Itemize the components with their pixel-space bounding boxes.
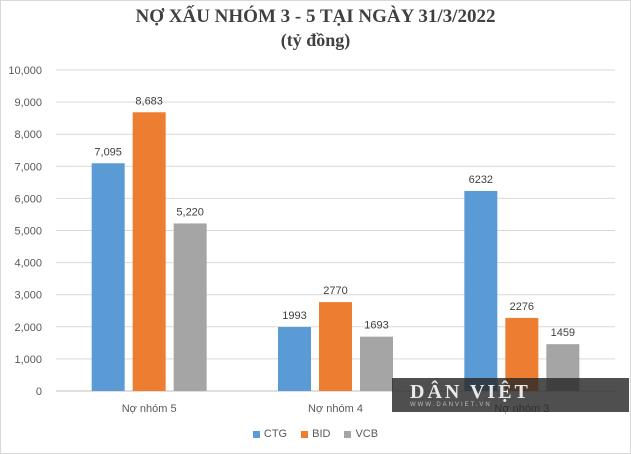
- legend: CTG BID VCB: [0, 428, 631, 440]
- y-tick-label: 0: [36, 386, 42, 398]
- y-tick-label: 3,000: [14, 290, 42, 302]
- y-tick-label: 5,000: [14, 226, 42, 238]
- y-tick-label: 7,000: [14, 161, 42, 173]
- watermark-subtext: WWW.DANVIET.VN: [410, 402, 492, 408]
- data-labels: 7,095 8,683 5,220 1993 2770 1693 6232 2276 1459: [94, 95, 575, 339]
- bar-vcb-2: [360, 336, 393, 391]
- data-label: 1459: [551, 327, 575, 339]
- legend-swatch: [252, 430, 260, 438]
- bar-bid-1: [132, 112, 166, 392]
- legend-item-ctg: CTG: [252, 428, 288, 440]
- y-tick-label: 9,000: [14, 97, 42, 109]
- x-category-label: Nợ nhóm 5: [122, 403, 177, 415]
- data-label: 2276: [510, 301, 534, 313]
- legend-swatch: [301, 430, 309, 438]
- legend-item-vcb: VCB: [344, 428, 378, 440]
- bar-ctg-3: [464, 190, 498, 391]
- y-tick-label: 10,000: [8, 65, 42, 77]
- legend-item-bid: BID: [301, 428, 330, 440]
- y-axis-tick-labels: 0 1,000 2,000 3,000 4,000 5,000 6,000 7,000 8,00…: [8, 65, 42, 398]
- bar-ctg-2: [278, 327, 311, 391]
- y-tick-label: 6,000: [14, 193, 42, 205]
- data-label: 7,095: [94, 146, 122, 158]
- bar-ctg-1: [91, 163, 125, 391]
- data-label: 1693: [364, 320, 388, 332]
- legend-label: CTG: [263, 428, 288, 440]
- watermark-text: DÂN VIỆT: [410, 381, 531, 403]
- legend-label: VCB: [355, 428, 379, 440]
- bar-bid-2: [319, 302, 352, 391]
- bar-vcb-1: [173, 223, 207, 391]
- data-label: 6232: [469, 174, 493, 186]
- x-category-label: Nợ nhóm 4: [308, 403, 363, 415]
- y-tick-label: 2,000: [14, 322, 42, 334]
- data-label: 8,683: [135, 95, 163, 107]
- y-tick-label: 4,000: [14, 258, 42, 270]
- chart-subtitle: (tỷ đồng): [280, 30, 351, 50]
- bars: [91, 112, 580, 392]
- chart-title: NỢ XẤU NHÓM 3 - 5 TẠI NGÀY 31/3/2022: [135, 6, 496, 27]
- data-label: 1993: [282, 310, 306, 322]
- data-label: 5,220: [176, 206, 204, 218]
- data-label: 2770: [323, 285, 347, 297]
- y-tick-label: 8,000: [14, 129, 42, 141]
- watermark-logo: DÂN VIỆT WWW.DANVIET.VN: [392, 378, 629, 412]
- y-tick-label: 1,000: [14, 354, 42, 366]
- legend-swatch: [344, 430, 352, 438]
- legend-label: BID: [312, 428, 331, 440]
